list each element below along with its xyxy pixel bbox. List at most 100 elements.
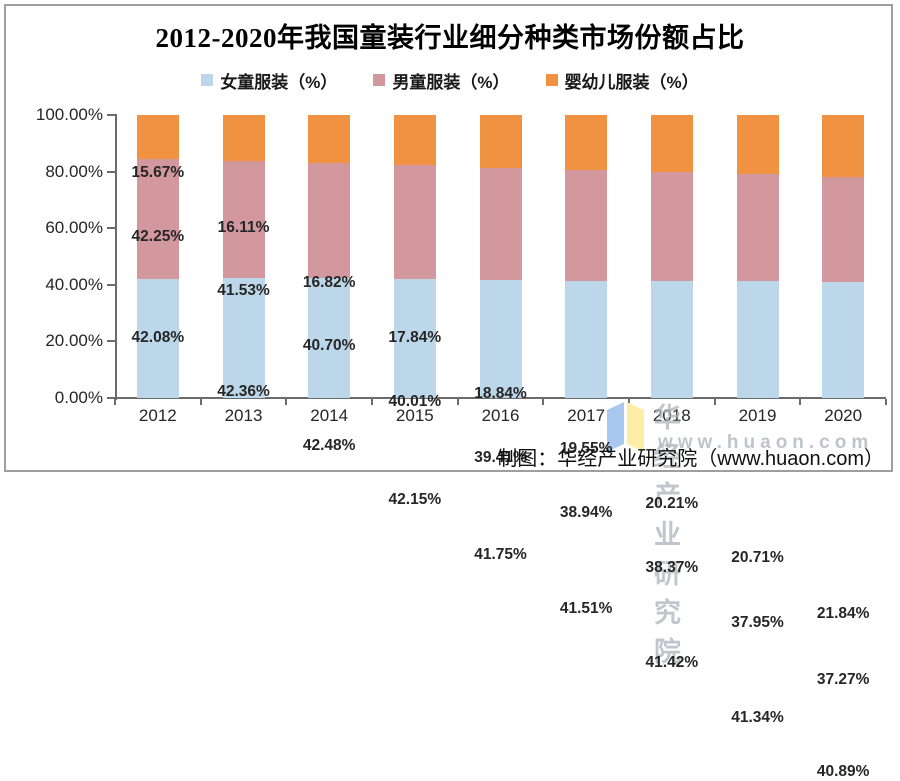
bar-segment-2 — [479, 115, 522, 169]
x-axis-category-label: 2014 — [310, 406, 349, 425]
bar-segment-0 — [822, 282, 865, 398]
x-axis-tick — [199, 399, 202, 405]
bar-segment-1 — [650, 172, 693, 281]
bar-segment-0 — [650, 280, 693, 398]
bar-segment-0 — [393, 278, 436, 398]
x-axis-category-label: 2015 — [395, 406, 434, 425]
x-axis-tick — [542, 399, 545, 405]
y-axis-label: 80.00% — [45, 161, 103, 181]
x-axis-line — [112, 397, 886, 399]
x-axis-category-label: 2013 — [224, 406, 263, 425]
data-label: 41.53% — [217, 282, 270, 300]
bar-segment-1 — [479, 168, 522, 280]
data-label: 38.37% — [645, 559, 699, 577]
y-axis-line — [115, 114, 117, 400]
watermark-url: www.huaon.com — [658, 432, 874, 453]
legend: 女童服装（%） 男童服装（%） 婴幼儿服装（%） — [0, 66, 900, 94]
data-label: 41.75% — [474, 545, 527, 563]
data-label: 41.34% — [731, 708, 784, 726]
bar-segment-1 — [136, 159, 179, 279]
open-book-logo-icon — [607, 402, 644, 452]
data-label: 40.70% — [302, 337, 356, 355]
data-label: 42.48% — [302, 436, 356, 454]
x-axis-tick — [799, 399, 802, 405]
y-axis-tick — [107, 340, 115, 343]
bar-segment-0 — [222, 278, 265, 398]
x-axis-category-label: 2016 — [481, 406, 520, 425]
data-label: 16.11% — [217, 218, 270, 236]
y-axis-label: 40.00% — [45, 274, 103, 294]
legend-label-girls: 女童服装（%） — [220, 72, 338, 92]
bar-segment-2 — [308, 115, 351, 163]
bar-segment-2 — [393, 115, 436, 166]
bar-segment-0 — [565, 280, 608, 398]
bar-segment-0 — [736, 281, 779, 398]
data-label: 42.15% — [388, 491, 442, 509]
bar-segment-1 — [736, 173, 779, 281]
data-label: 42.08% — [131, 329, 185, 347]
bar-segment-0 — [308, 277, 351, 398]
footer-credit: 制图：华经产业研究院（www.huaon.com） — [497, 448, 884, 470]
legend-swatch-girls-icon — [201, 74, 214, 86]
bar-segment-1 — [308, 162, 351, 278]
legend-swatch-boys-icon — [373, 74, 386, 86]
x-axis-tick — [114, 399, 116, 405]
legend-label-infants: 婴幼儿服装（%） — [564, 72, 699, 92]
y-axis-tick — [107, 397, 115, 399]
data-label: 41.51% — [559, 600, 613, 618]
data-label: 21.84% — [816, 604, 870, 622]
y-axis-label: 100.00% — [35, 105, 103, 124]
bar-segment-1 — [822, 176, 865, 283]
y-axis-tick — [107, 283, 115, 286]
data-label: 20.71% — [731, 549, 784, 567]
data-label: 19.55% — [559, 439, 613, 457]
legend-item-infants: 婴幼儿服装（%） — [545, 68, 699, 93]
x-axis-category-label: 2019 — [738, 406, 777, 425]
data-label: 39.41% — [474, 449, 527, 467]
chart-title: 2012-2020年我国童装行业细分种类市场份额占比 — [155, 23, 745, 53]
x-axis-tick — [885, 399, 887, 405]
y-axis-tick — [107, 170, 115, 173]
x-axis-tick — [713, 399, 716, 405]
y-axis-label: 60.00% — [45, 218, 103, 238]
bar-segment-2 — [736, 115, 779, 174]
x-axis-category-label: 2020 — [824, 406, 863, 425]
bar-segment-2 — [822, 115, 865, 177]
bar-segment-0 — [136, 278, 179, 398]
data-label: 16.82% — [302, 273, 356, 291]
bar-segment-2 — [136, 115, 179, 160]
y-axis-label: 20.00% — [45, 331, 103, 351]
x-axis-tick — [628, 399, 630, 405]
x-axis-tick — [371, 399, 373, 405]
x-axis-category-label: 2012 — [138, 406, 177, 425]
data-label: 38.94% — [559, 504, 613, 522]
legend-swatch-infants-icon — [545, 74, 558, 86]
x-axis-tick — [285, 399, 288, 405]
legend-item-boys: 男童服装（%） — [373, 68, 510, 93]
y-axis-tick — [107, 227, 115, 230]
data-label: 37.27% — [816, 670, 870, 688]
legend-label-boys: 男童服装（%） — [392, 72, 510, 92]
x-axis-tick — [456, 399, 459, 405]
plot-area: 100.00% 80.00% 60.00% 40.00% 20.00% 0.00% 42.0… — [35, 105, 887, 780]
x-axis-category-label: 2018 — [652, 406, 691, 425]
bar-segment-1 — [393, 165, 436, 279]
legend-item-girls: 女童服装（%） — [201, 68, 337, 93]
y-axis-tick — [107, 114, 115, 116]
data-label: 42.25% — [131, 228, 185, 246]
data-label: 41.42% — [645, 654, 699, 672]
y-axis-label: 0.00% — [54, 388, 103, 407]
bar-segment-1 — [222, 160, 265, 279]
x-axis-category-label: 2017 — [567, 406, 606, 425]
data-label: 40.01% — [388, 393, 442, 411]
data-label: 18.84% — [474, 384, 527, 402]
data-label: 17.84% — [388, 329, 442, 347]
data-label: 20.21% — [645, 494, 699, 512]
bar-segment-2 — [650, 115, 693, 173]
bar-segment-0 — [479, 279, 522, 398]
data-label: 15.67% — [131, 164, 185, 182]
data-label: 40.89% — [816, 763, 870, 781]
data-label: 42.36% — [217, 383, 270, 401]
bar-segment-2 — [222, 115, 265, 161]
bar-segment-1 — [565, 170, 608, 281]
